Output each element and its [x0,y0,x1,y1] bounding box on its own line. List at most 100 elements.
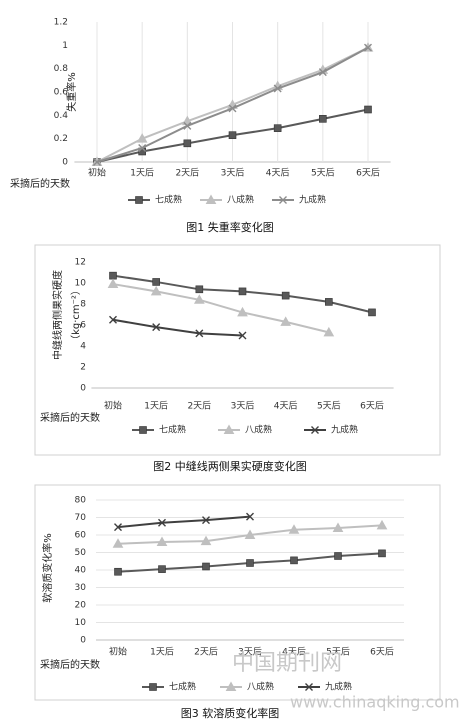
y-tick-label: 50 [75,548,87,558]
series-line [112,318,243,337]
x-tick-label: 1天后 [144,401,168,412]
marker [107,278,119,289]
x-tick-label: 2天后 [175,168,199,179]
marker [368,308,376,317]
marker [193,294,205,304]
y-tick-label: 30 [75,583,87,593]
y-axis-title: 中缝线两侧果实硬度 [51,270,64,360]
marker [138,144,147,152]
series-line [117,515,251,529]
y-tick-label: 6 [80,321,86,331]
marker [318,68,327,77]
marker [273,124,282,132]
marker [280,316,292,326]
x-axis-title: 采摘后的天数 [40,411,100,424]
marker [305,683,313,691]
y-axis-title: 失重率% [65,72,78,112]
y-tick-label: 8 [80,300,86,310]
x-tick-label: 2天后 [194,647,218,658]
y-axis-title: 软溶质变化率% [41,533,54,603]
x-tick-label: 5天后 [326,647,350,658]
marker [228,131,237,139]
chart-title: 图2 中缝线两侧果实硬度变化图 [153,459,307,473]
y-tick-label: 80 [75,496,87,506]
marker [244,529,256,539]
chart-title: 图3 软溶质变化率图 [181,706,280,720]
x-tick-label: 5天后 [317,401,341,412]
marker [93,158,101,166]
x-tick-label: 6天后 [370,647,394,658]
marker [334,552,342,560]
marker [364,43,372,52]
marker [332,522,344,532]
marker [152,323,161,332]
chart-frame [34,484,441,701]
marker [158,565,166,573]
legend-label: 九成熟 [325,681,352,693]
x-tick-label: 6天后 [356,168,380,179]
marker [183,121,192,130]
legend-label: 八成熟 [227,194,254,206]
marker [237,306,248,317]
marker [158,518,166,527]
watermark: 中国期刊网 [232,651,342,676]
y-tick-label: 70 [75,513,87,523]
marker [112,538,124,548]
x-tick-label: 4天后 [282,647,306,658]
marker [205,194,217,204]
y-tick-label: 10 [75,279,87,289]
y-tick-label: 2 [80,363,86,373]
marker [149,683,157,691]
marker [238,331,247,340]
x-tick-label: 5天后 [311,168,335,179]
marker [376,519,388,530]
x-tick-label: 3天后 [231,401,255,412]
marker [364,105,372,114]
marker [311,426,319,434]
x-tick-label: 3天后 [238,647,262,658]
y-tick-label: 0.6 [54,88,69,98]
legend-label: 七成熟 [159,424,186,436]
legend-label: 九成熟 [299,194,326,206]
y-tick-label: 12 [75,258,86,268]
marker [202,562,210,571]
chart-frame [34,244,441,456]
y-tick-label: 0.2 [54,134,68,144]
marker [378,549,386,558]
y-tick-label: 60 [75,531,87,541]
y-tick-label: 0.8 [54,64,69,74]
marker [200,535,212,546]
x-axis-title: 采摘后的天数 [40,658,100,671]
marker [109,271,117,280]
marker [114,567,122,576]
x-tick-label: 2天后 [187,401,211,412]
marker [139,426,147,434]
marker [152,278,160,286]
y-tick-label: 0 [80,384,86,394]
x-tick-label: 4天后 [274,401,298,412]
legend-label: 七成熟 [169,681,196,693]
y-tick-label: 1 [62,41,68,51]
x-tick-label: 6天后 [360,401,384,412]
marker [156,536,168,546]
marker [183,139,192,148]
marker [150,285,162,296]
marker [202,516,210,525]
marker [195,285,204,294]
marker [136,133,148,143]
marker [290,556,298,565]
marker [281,291,290,300]
marker [246,512,254,521]
x-tick-label: 1天后 [130,168,154,179]
chart-title: 图1 失重率变化图 [186,220,274,234]
y-tick-label: 40 [75,566,87,576]
marker [195,329,204,338]
x-axis-title: 采摘后的天数 [10,177,70,190]
marker [246,559,254,567]
marker [323,326,335,337]
y-tick-label: 1.2 [54,18,68,28]
marker [279,196,287,204]
legend-label: 八成熟 [247,681,274,693]
